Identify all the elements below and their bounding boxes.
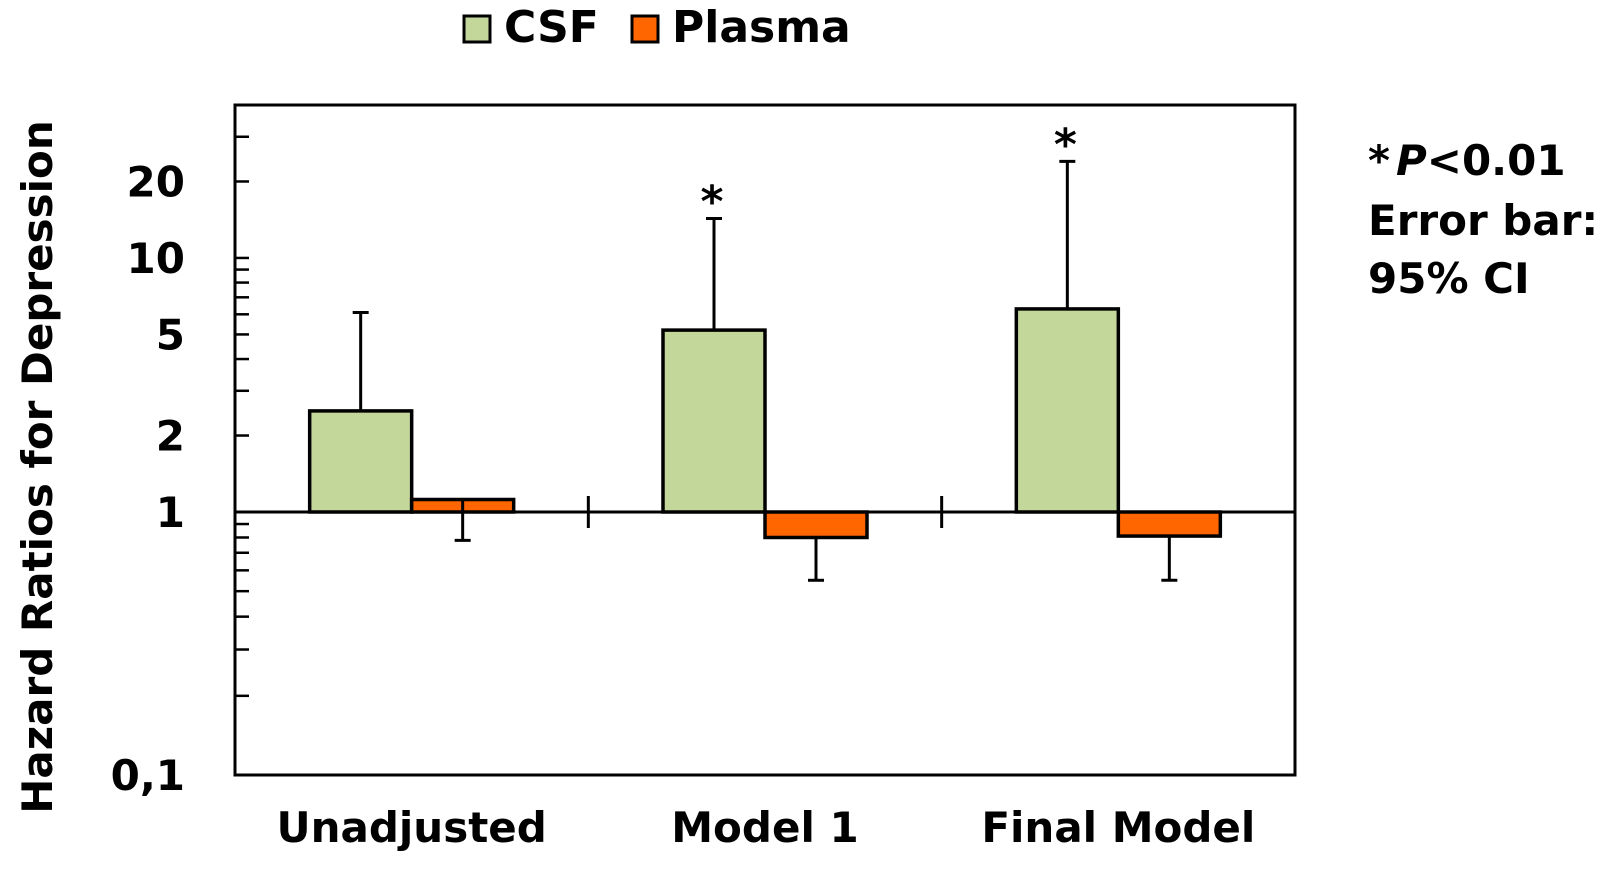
x-tick-label: Model 1 <box>671 803 858 852</box>
x-tick-label: Unadjusted <box>276 803 546 852</box>
significance-marker: * <box>700 176 723 227</box>
x-tick-labels: Unadjusted Model 1 Final Model <box>276 803 1255 852</box>
note-asterisk: * <box>1368 136 1390 185</box>
y-tick-label: 5 <box>156 310 185 359</box>
bar-plasma-2 <box>763 510 869 540</box>
x-tick-label: Final Model <box>981 803 1255 852</box>
legend-label-plasma: Plasma <box>672 2 851 53</box>
y-tick-labels: 20 10 5 2 1 0,1 <box>111 157 185 800</box>
legend: CSF Plasma <box>462 2 851 53</box>
annotation-note: * P<0.01 Error bar: 95% CI <box>1368 136 1598 303</box>
legend-swatch-plasma <box>630 14 660 44</box>
note-ci: 95% CI <box>1368 254 1530 303</box>
legend-label-csf: CSF <box>504 2 599 53</box>
note-error-bar: Error bar: <box>1368 196 1598 245</box>
bar-csf-3 <box>1014 307 1121 514</box>
note-p-symbol: P <box>1396 136 1427 185</box>
y-axis-label: Hazard Ratios for Depression <box>13 120 62 814</box>
y-tick-label: 0,1 <box>111 751 185 800</box>
svg-text:*P<0.01: * P<0.01 <box>1368 136 1566 185</box>
plot-frame <box>233 103 1297 777</box>
legend-swatch-csf <box>462 14 492 44</box>
y-tick-label: 10 <box>127 234 185 283</box>
y-tick-label: 20 <box>127 157 185 206</box>
significance-marker: * <box>1054 119 1077 170</box>
y-tick-label: 2 <box>156 412 185 461</box>
y-minor-ticks <box>235 135 249 698</box>
group-separators <box>586 496 944 528</box>
y-tick-label: 1 <box>156 488 185 537</box>
bar-csf-1 <box>307 409 414 514</box>
bar-csf-2 <box>661 328 767 514</box>
bar-plasma-3 <box>1116 510 1223 538</box>
note-p-value: <0.01 <box>1427 136 1566 185</box>
